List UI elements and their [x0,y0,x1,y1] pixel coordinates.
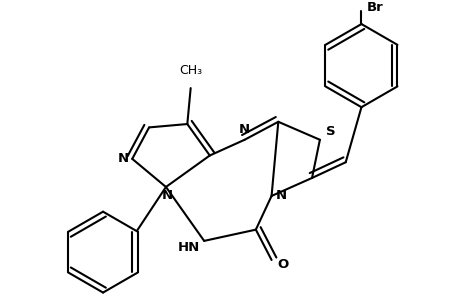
Text: N: N [161,189,172,203]
Text: N: N [118,152,129,165]
Text: N: N [275,189,286,203]
Text: HN: HN [177,241,199,254]
Text: S: S [325,125,335,138]
Text: N: N [239,123,250,136]
Text: CH₃: CH₃ [179,64,202,77]
Text: O: O [277,258,288,271]
Text: Br: Br [366,1,382,14]
